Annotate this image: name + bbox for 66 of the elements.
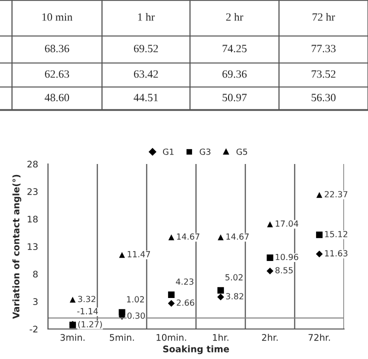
data-label: 1.02: [127, 296, 144, 302]
y-tick-label: 23: [27, 188, 38, 196]
data-label: 14.67: [226, 233, 249, 240]
data-label: (1.27): [78, 320, 102, 328]
text: 63.42: [134, 70, 158, 78]
legend-label: G5: [236, 148, 248, 155]
x-tick-label: 72hr.: [308, 334, 330, 341]
point: [168, 300, 175, 307]
y-tick-label: 8: [33, 270, 38, 278]
data-label: 3.82: [226, 293, 244, 300]
data-label: 14.67: [177, 233, 200, 240]
legend-label: G1: [162, 148, 174, 155]
data-label: 2.66: [176, 299, 194, 306]
x-tick-label: 3min.: [60, 334, 85, 341]
text: 62.63: [44, 70, 70, 78]
point: [266, 268, 274, 274]
data-label: 15.12: [325, 230, 348, 238]
data-label: 8.55: [275, 267, 293, 274]
text: 77.33: [312, 44, 336, 52]
text: 44.51: [134, 94, 158, 102]
text: 50.97: [222, 94, 247, 102]
y-tick-label: 13: [28, 243, 38, 250]
point: [168, 234, 174, 240]
text: 74.25: [222, 44, 247, 52]
data-label: 0.30: [127, 312, 145, 319]
data-label: 3.32: [78, 296, 96, 302]
point: [316, 250, 323, 258]
y-tick-label: 3: [33, 298, 38, 306]
x-axis-title: Soaking time: [163, 345, 229, 354]
x-tick-label: 10min.: [156, 334, 186, 341]
y-tick-label: 18: [28, 216, 38, 223]
data-label: 11.63: [325, 250, 348, 256]
y-tick-label: 28: [27, 160, 38, 168]
data-label: 5.02: [225, 274, 243, 280]
data-label: 4.23: [176, 278, 194, 285]
data-label: 17.04: [276, 220, 298, 227]
text: 1 hr: [138, 12, 155, 21]
x-tick-label: 1hr.: [213, 334, 228, 341]
y-tick-label: -2: [30, 326, 38, 332]
text: 69.52: [134, 44, 158, 52]
point: [316, 192, 322, 198]
text: 68.36: [44, 44, 70, 52]
point: [266, 254, 274, 261]
point: [316, 232, 323, 238]
data-label: 11.47: [128, 251, 150, 258]
text: 72 hr: [312, 12, 335, 21]
point: [119, 252, 125, 258]
data-label: -1.14: [77, 308, 98, 314]
text: 69.36: [222, 70, 247, 78]
point: [218, 234, 224, 240]
y-axis-title: Variation of contact angle(°): [12, 174, 22, 319]
x-tick-label: 2hr.: [262, 334, 278, 341]
point: [168, 291, 175, 298]
text: 73.52: [312, 70, 336, 78]
text: 48.60: [44, 94, 70, 102]
text: 56.30: [312, 94, 336, 102]
legend-label: G3: [200, 148, 210, 155]
x-tick-label: 5min.: [110, 334, 134, 341]
data-label: 22.37: [324, 191, 348, 198]
data-label: 10.96: [276, 254, 298, 260]
text: 10 min: [42, 13, 72, 21]
point: [217, 287, 224, 294]
point: [217, 294, 224, 300]
text: 2 hr: [226, 12, 244, 21]
point: [70, 296, 76, 303]
point: [118, 309, 126, 316]
